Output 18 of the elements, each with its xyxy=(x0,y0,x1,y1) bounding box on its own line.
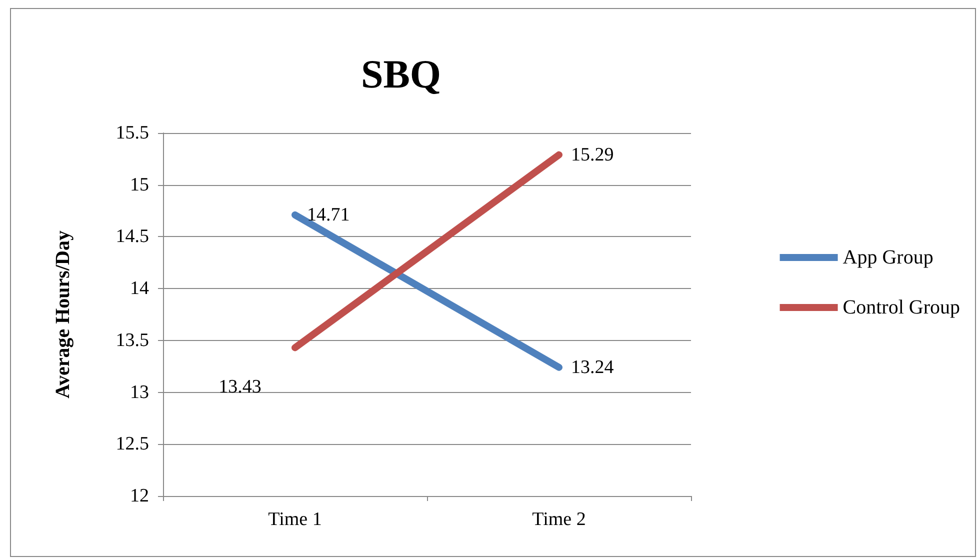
y-tick-label: 14 xyxy=(130,278,150,300)
y-tick-label: 14.5 xyxy=(116,226,149,248)
data-label: 13.24 xyxy=(571,356,614,378)
x-tick-label: Time 2 xyxy=(532,509,586,530)
data-label: 13.43 xyxy=(218,376,262,398)
y-tick-label: 13 xyxy=(130,382,149,403)
y-tick-label: 12.5 xyxy=(116,434,149,455)
chart-title: SBQ xyxy=(361,52,442,96)
y-tick-label: 13.5 xyxy=(116,330,149,351)
legend-label: Control Group xyxy=(842,296,960,318)
y-axis-title: Average Hours/Day xyxy=(52,230,74,398)
legend-label: App Group xyxy=(842,246,934,268)
y-tick-label: 12 xyxy=(130,486,149,506)
y-tick-label: 15 xyxy=(130,174,149,196)
y-tick-label: 15.5 xyxy=(116,122,149,144)
data-label: 14.71 xyxy=(307,204,350,226)
data-label: 15.29 xyxy=(571,144,614,166)
x-tick-label: Time 1 xyxy=(268,509,322,530)
